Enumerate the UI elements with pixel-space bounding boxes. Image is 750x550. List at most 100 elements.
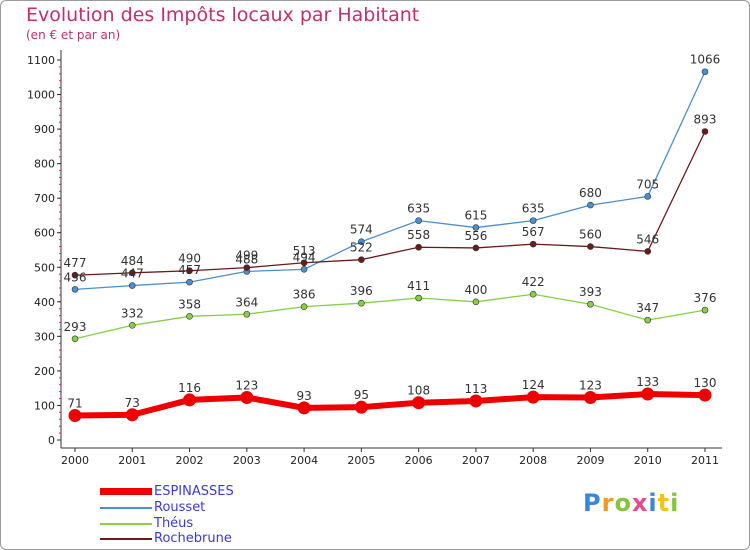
data-point	[183, 393, 197, 407]
data-point	[243, 264, 251, 271]
logo-letter: P	[583, 489, 602, 517]
logo-letter: i	[648, 489, 658, 517]
data-label: 560	[579, 228, 602, 242]
x-tick-label: 2007	[462, 454, 490, 467]
data-point	[354, 400, 368, 414]
data-point	[587, 201, 594, 209]
x-tick-label: 2010	[634, 454, 662, 467]
legend-swatch	[100, 538, 152, 540]
data-point	[644, 316, 652, 324]
data-label: 124	[522, 378, 545, 392]
legend-swatch	[100, 488, 152, 495]
data-point	[297, 401, 311, 415]
data-point	[701, 68, 709, 76]
data-label: 436	[64, 270, 87, 284]
data-label: 393	[579, 285, 602, 299]
chart-subtitle: (en € et par an)	[26, 28, 121, 42]
data-label: 705	[636, 177, 659, 191]
logo-letter: t	[657, 489, 671, 517]
data-point	[358, 256, 365, 263]
data-label: 376	[694, 291, 717, 305]
y-tick-label: 0	[48, 434, 55, 447]
data-point	[472, 224, 480, 231]
data-point	[240, 391, 254, 405]
data-label: 522	[350, 241, 373, 255]
data-label: 556	[464, 229, 487, 243]
series-line-théus	[74, 293, 706, 340]
data-point	[644, 248, 652, 255]
y-tick-label: 100	[34, 399, 55, 412]
data-point	[526, 390, 540, 404]
data-point	[243, 310, 251, 318]
data-label: 574	[350, 223, 373, 237]
legend-label: Rousset	[154, 500, 206, 515]
legend-label: Théus	[154, 516, 194, 531]
y-tick-label: 600	[34, 227, 55, 240]
data-label: 133	[636, 375, 659, 389]
x-tick-label: 2003	[233, 454, 261, 467]
x-tick-label: 2005	[347, 454, 375, 467]
data-label: 477	[64, 256, 87, 270]
x-tick-label: 2009	[576, 454, 604, 467]
y-tick-label: 700	[34, 192, 55, 205]
data-label: 422	[522, 275, 545, 289]
data-label: 73	[125, 396, 140, 410]
data-label: 400	[464, 283, 487, 297]
x-tick-label: 2002	[176, 454, 204, 467]
data-label: 95	[354, 388, 369, 402]
data-label: 499	[235, 249, 258, 263]
y-tick-label: 900	[34, 123, 55, 136]
data-point	[641, 387, 655, 401]
y-tick-label: 1100	[27, 54, 55, 67]
data-label: 71	[67, 396, 82, 410]
data-point	[469, 394, 483, 408]
series-line-rochebrune	[74, 131, 706, 276]
data-point	[68, 408, 82, 422]
data-point	[415, 243, 422, 251]
data-point	[698, 388, 712, 402]
x-tick-label: 2006	[405, 454, 433, 467]
data-point	[300, 303, 308, 310]
data-point	[71, 271, 79, 279]
x-tick-label: 2008	[519, 454, 547, 467]
x-tick-label: 2000	[61, 454, 89, 467]
data-label: 484	[121, 254, 144, 268]
y-tick-label: 400	[34, 296, 55, 309]
data-point	[300, 266, 308, 273]
data-label: 293	[64, 320, 87, 334]
legend-swatch	[100, 523, 152, 525]
legend-swatch	[100, 507, 152, 509]
data-point	[587, 243, 594, 250]
data-label: 635	[522, 202, 545, 216]
data-point	[583, 391, 597, 405]
logo-letter: r	[601, 489, 615, 517]
data-label: 1066	[690, 53, 721, 67]
data-label: 457	[178, 263, 201, 277]
data-label: 396	[350, 284, 373, 298]
data-label: 494	[293, 250, 316, 264]
chart-title: Evolution des Impôts locaux par Habitant	[26, 4, 420, 26]
data-label: 488	[235, 252, 258, 266]
data-point	[644, 193, 652, 200]
y-tick-label: 200	[34, 365, 55, 378]
data-point	[128, 269, 136, 277]
data-point	[701, 128, 709, 135]
data-label: 108	[407, 384, 430, 398]
logo-letter: o	[614, 489, 632, 517]
data-label: 358	[178, 297, 201, 311]
data-point	[472, 244, 480, 252]
legend-label: ESPINASSES	[154, 484, 234, 499]
data-point	[415, 294, 422, 302]
data-label: 615	[464, 209, 487, 223]
data-label: 113	[464, 382, 487, 396]
series-line-espinasses	[74, 391, 706, 419]
logo-letter: x	[631, 489, 649, 517]
data-point	[358, 238, 365, 246]
y-tick-label: 300	[34, 330, 55, 343]
data-point	[128, 282, 136, 289]
data-label: 567	[522, 225, 545, 239]
data-label: 447	[121, 267, 144, 281]
y-tick-label: 1000	[27, 89, 55, 102]
data-label: 513	[293, 244, 316, 258]
data-point	[125, 408, 139, 422]
